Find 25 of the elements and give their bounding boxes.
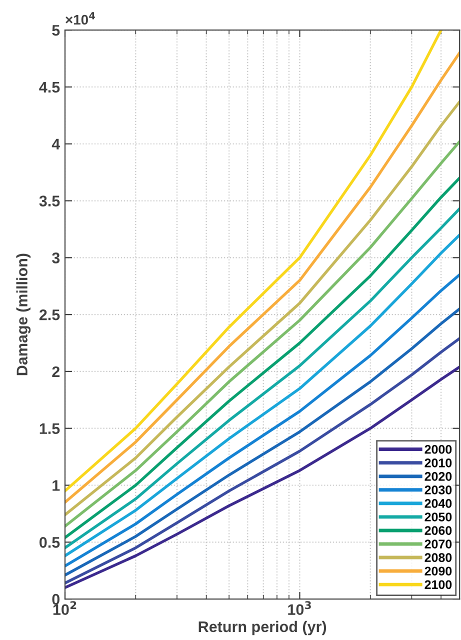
y-tick-label: 4.5 (39, 82, 60, 93)
legend-label: 2070 (424, 540, 452, 548)
y-tick-label: 1 (52, 480, 60, 491)
legend-label: 2050 (424, 512, 452, 522)
legend-label: 2030 (424, 486, 452, 494)
y-tick-label: 2 (52, 366, 60, 377)
y-tick-label: 4 (52, 138, 60, 150)
legend-label: 2010 (424, 458, 452, 468)
y-tick-label: 3.5 (39, 196, 60, 206)
legend-label: 2000 (424, 444, 452, 454)
y-axis-title: Damage (million) (16, 254, 31, 376)
legend-label: 2080 (424, 553, 452, 562)
y-tick-label: 0.5 (40, 537, 60, 548)
text: ×10$^{4}$ (66, 12, 96, 25)
y-tick-label: 5 (52, 25, 60, 36)
x-axis-title: Return period (yr) (198, 620, 326, 636)
y-tick-label: 1.5 (40, 423, 60, 434)
legend-label: 2060 (424, 526, 452, 535)
legend-label: 2100 (424, 580, 452, 590)
legend-label: 2090 (424, 566, 452, 576)
legend-label: 2020 (424, 472, 452, 481)
y-tick-label: 2.5 (39, 309, 60, 320)
y-tick-label: 3 (52, 252, 60, 264)
legend-label: 2040 (424, 499, 452, 508)
x-tick-label: 10$^{3}$ (288, 601, 311, 616)
